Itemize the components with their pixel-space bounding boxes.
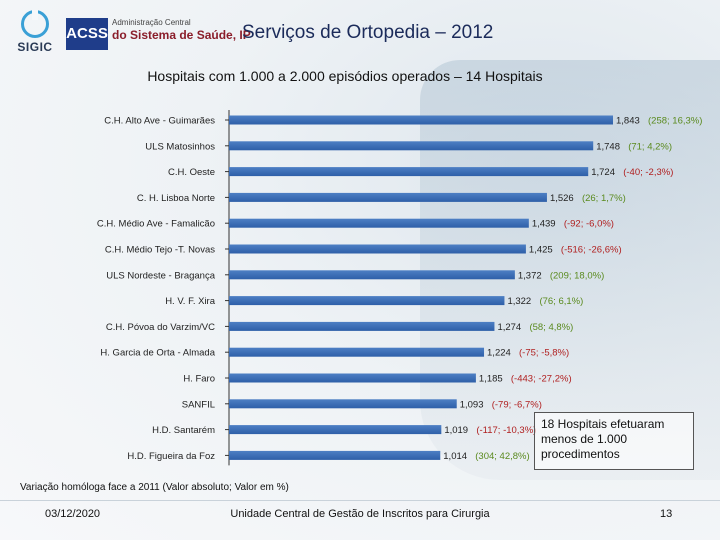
variation-label: (304; 42,8%) [475, 451, 529, 462]
value-label: 1,526 [550, 193, 574, 204]
category-label: C.H. Médio Tejo -T. Novas [105, 245, 215, 256]
variation-label: (-117; -10,3%) [476, 425, 536, 436]
value-label: 1,843 [616, 116, 640, 127]
bar [229, 167, 589, 177]
variation-label: (209; 18,0%) [550, 270, 604, 281]
category-label: C.H. Oeste [168, 167, 215, 178]
bar [229, 373, 476, 383]
variation-label: (58; 4,8%) [529, 322, 573, 333]
footer-organization: Unidade Central de Gestão de Inscritos p… [230, 508, 490, 520]
page-title: Serviços de Ortopedia – 2012 [242, 22, 494, 43]
sigic-logo-mark [21, 10, 49, 38]
variation-label: (-443; -27,2%) [511, 374, 572, 385]
category-label: C.H. Médio Ave - Famalicão [97, 219, 215, 230]
variation-label: (258; 16,3%) [648, 116, 702, 127]
variation-label: (71; 4,2%) [628, 141, 672, 152]
footnote: Variação homóloga face a 2011 (Valor abs… [20, 482, 289, 493]
category-label: ULS Nordeste - Bragança [106, 270, 215, 281]
bar [229, 270, 515, 280]
value-label: 1,014 [443, 451, 467, 462]
category-label: H.D. Santarém [152, 425, 215, 436]
value-label: 1,439 [532, 219, 556, 230]
category-label: H. Garcia de Orta - Almada [100, 348, 215, 359]
bar [229, 450, 441, 460]
value-label: 1,425 [529, 245, 553, 256]
info-note: 18 Hospitais efetuaram menos de 1.000 pr… [534, 412, 694, 470]
footer-date: 03/12/2020 [45, 508, 101, 520]
value-label: 1,748 [596, 141, 620, 152]
category-label: C.H. Alto Ave - Guimarães [104, 116, 215, 127]
bar [229, 296, 505, 306]
category-label: SANFIL [182, 399, 215, 410]
category-label: H. V. F. Xira [165, 296, 216, 307]
value-label: 1,372 [518, 270, 542, 281]
acss-logo: ACSS Administração Central do Sistema de… [66, 18, 251, 52]
value-label: 1,322 [507, 296, 531, 307]
bar [229, 141, 594, 151]
category-label: C.H. Póvoa do Varzim/VC [106, 322, 215, 333]
value-label: 1,185 [479, 374, 503, 385]
sigic-logo: SIGIC [10, 10, 60, 54]
category-label: ULS Matosinhos [145, 141, 215, 152]
bar [229, 347, 485, 357]
variation-label: (-79; -6,7%) [492, 399, 542, 410]
chart-title: Hospitais com 1.000 a 2.000 episódios op… [147, 68, 543, 84]
variation-label: (26; 1,7%) [582, 193, 626, 204]
value-label: 1,019 [444, 425, 468, 436]
variation-label: (-40; -2,3%) [623, 167, 673, 178]
bar [229, 192, 547, 202]
category-label: H.D. Figueira da Foz [127, 451, 215, 462]
acss-logo-line2: do Sistema de Saúde, IP [112, 28, 251, 42]
variation-label: (-516; -26,6%) [561, 245, 622, 256]
acss-logo-line1: Administração Central [112, 18, 191, 27]
category-label: H. Faro [183, 374, 215, 385]
bar [229, 321, 495, 331]
footer-divider [0, 500, 720, 501]
bar [229, 425, 442, 435]
variation-label: (-75; -5,8%) [519, 348, 569, 359]
page-number: 13 [660, 508, 673, 520]
background-photo [420, 60, 720, 480]
bar [229, 399, 457, 409]
bar [229, 115, 613, 125]
sigic-logo-text: SIGIC [17, 40, 53, 54]
variation-label: (-92; -6,0%) [564, 219, 614, 230]
bar [229, 244, 526, 254]
value-label: 1,224 [487, 348, 511, 359]
variation-label: (76; 6,1%) [539, 296, 583, 307]
value-label: 1,724 [591, 167, 615, 178]
category-label: C. H. Lisboa Norte [137, 193, 215, 204]
acss-logo-box: ACSS [66, 18, 108, 50]
value-label: 1,093 [460, 399, 484, 410]
bar [229, 218, 529, 228]
value-label: 1,274 [497, 322, 521, 333]
